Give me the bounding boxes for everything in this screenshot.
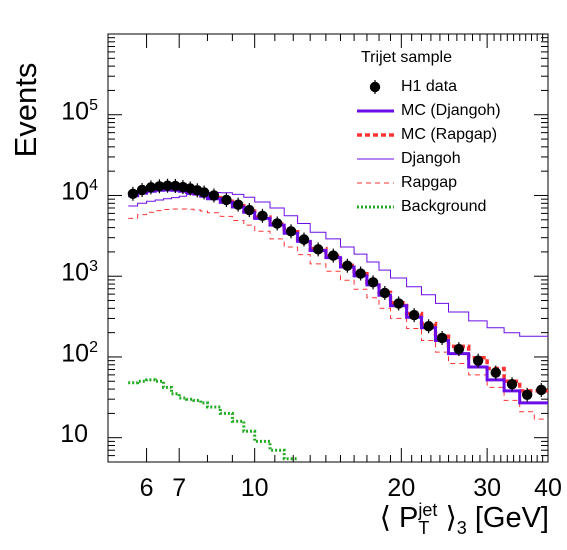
- data-point: [472, 355, 484, 366]
- y-tick-label: 10: [60, 419, 88, 448]
- data-point: [145, 182, 157, 193]
- data-point: [312, 244, 324, 255]
- legend-label-mc-rapgap: MC (Rapgap): [401, 126, 498, 143]
- data-point: [490, 367, 501, 378]
- data-point: [536, 384, 547, 396]
- y-tick-label: 103: [61, 258, 98, 287]
- series-line-mc-djangoh: [128, 188, 548, 405]
- legend-title: Trijet sample: [361, 49, 452, 66]
- series-line-mc-rapgap: [128, 186, 548, 393]
- data-point: [436, 332, 448, 344]
- data-point: [506, 378, 518, 390]
- series-line-background: [128, 378, 298, 461]
- y-tick-label: 104: [61, 177, 98, 206]
- series-line-djangoh: [128, 192, 548, 337]
- x-tick-label: 10: [240, 474, 269, 502]
- data-point: [342, 260, 353, 271]
- legend-label-background: Background: [401, 198, 487, 215]
- data-point: [154, 181, 165, 192]
- x-tick-label: 20: [387, 474, 416, 502]
- data-point: [367, 277, 379, 288]
- legend-label-mc-djangoh: MC (Djangoh): [401, 102, 501, 119]
- data-point: [257, 210, 268, 222]
- y-tick-label: 105: [61, 96, 98, 126]
- data-point: [208, 190, 220, 201]
- legend-label-h1-data: H1 data: [401, 78, 458, 95]
- data-point: [423, 321, 434, 332]
- legend-symbols: [357, 80, 394, 209]
- data-point: [272, 218, 283, 229]
- series-layer: [127, 178, 548, 461]
- data-point: [136, 184, 148, 196]
- data-point: [355, 268, 366, 279]
- data-point: [221, 194, 232, 206]
- x-axis-label: ⟨ PTjet ⟩3 [GeV]: [379, 500, 549, 538]
- x-tick-label: 40: [534, 474, 562, 502]
- x-tick-label: 6: [139, 474, 154, 502]
- data-point: [244, 204, 255, 216]
- x-tick-label: 7: [172, 474, 187, 502]
- data-point: [298, 234, 310, 245]
- data-point: [198, 187, 210, 198]
- legend-marker-h1-data: [369, 81, 381, 93]
- data-point: [408, 309, 420, 321]
- y-tick-label: 102: [61, 338, 98, 368]
- data-point: [521, 389, 533, 400]
- legend-label-djangoh: Djangoh: [401, 150, 461, 167]
- axis-ticks: [107, 33, 549, 463]
- data-point: [379, 287, 391, 299]
- legend-label-rapgap: Rapgap: [401, 174, 458, 191]
- x-tick-label: 30: [473, 474, 502, 502]
- data-point: [162, 180, 173, 191]
- data-point: [453, 343, 465, 355]
- plot-frame: [107, 33, 549, 463]
- data-point: [127, 188, 139, 199]
- data-point: [285, 226, 297, 237]
- data-point: [328, 250, 339, 261]
- data-point: [232, 199, 244, 210]
- series-line-rapgap: [128, 208, 548, 420]
- data-point: [393, 298, 404, 309]
